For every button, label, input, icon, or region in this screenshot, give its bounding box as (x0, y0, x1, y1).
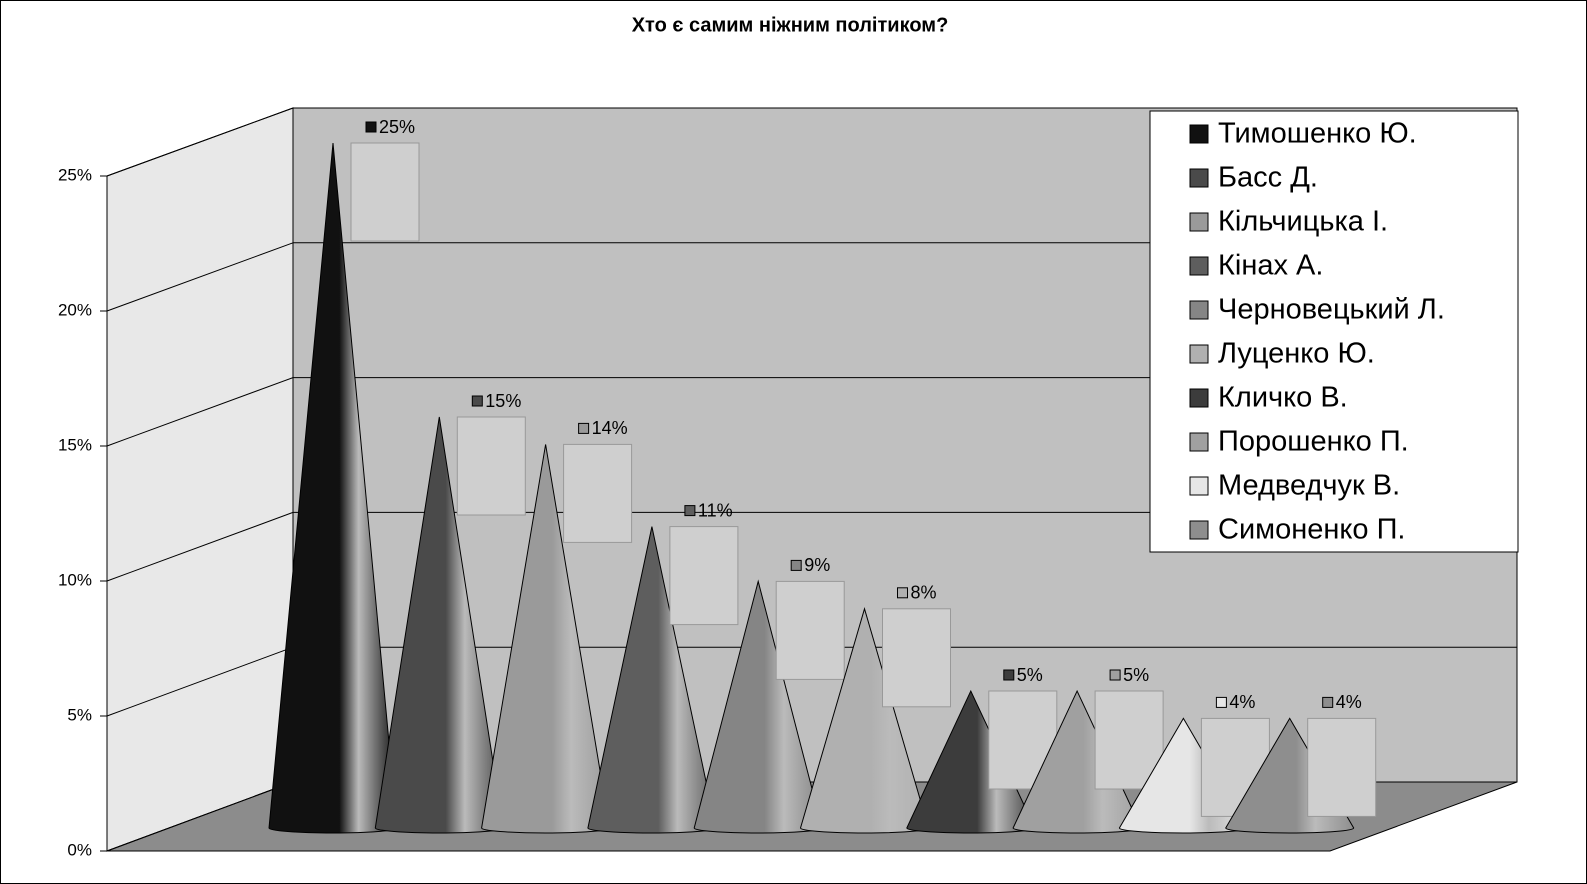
legend-key (1190, 433, 1208, 451)
photo (1308, 718, 1376, 816)
legend-key (1190, 345, 1208, 363)
photo (883, 609, 951, 707)
legend-label: Симоненко П. (1218, 514, 1405, 546)
data-label: 5% (1123, 665, 1149, 685)
legend-label: Тимошенко Ю. (1218, 118, 1417, 150)
label-key (1004, 670, 1014, 680)
data-label: 9% (804, 555, 830, 575)
chart-title: Хто є самим ніжним політиком? (632, 14, 949, 36)
legend-label: Луценко Ю. (1218, 338, 1375, 370)
side-wall (107, 108, 293, 851)
legend-key (1190, 477, 1208, 495)
y-tick-label: 0% (67, 840, 92, 859)
data-label: 5% (1017, 665, 1043, 685)
label-key (1110, 670, 1120, 680)
legend-label: Порошенко П. (1218, 426, 1409, 458)
legend-key (1190, 169, 1208, 187)
label-key (1216, 697, 1226, 707)
photo (776, 581, 844, 679)
data-label: 15% (485, 391, 521, 411)
y-tick-label: 5% (67, 705, 92, 724)
y-tick-label: 25% (58, 165, 92, 184)
y-tick-label: 20% (58, 300, 92, 319)
legend-label: Кільчицька І. (1218, 206, 1388, 238)
photo (564, 444, 632, 542)
data-label: 8% (911, 583, 937, 603)
y-tick-label: 10% (58, 570, 92, 589)
legend-key (1190, 125, 1208, 143)
legend-key (1190, 257, 1208, 275)
legend-label: Кінах А. (1218, 250, 1323, 282)
label-key (366, 122, 376, 132)
legend-key (1190, 301, 1208, 319)
photo (670, 527, 738, 625)
photo (351, 143, 419, 241)
label-key (791, 560, 801, 570)
legend-key (1190, 389, 1208, 407)
legend-label: Медведчук В. (1218, 470, 1400, 502)
chart: 0% 5% 10% 15% 20% 25% 25% 15% 14% 11% 9% 8% 5% 5% 4% 4… (0, 0, 1587, 884)
photo (457, 417, 525, 515)
legend-key (1190, 213, 1208, 231)
label-key (685, 506, 695, 516)
legend-label: Басс Д. (1218, 162, 1318, 194)
legend-key (1190, 521, 1208, 539)
data-label: 4% (1229, 692, 1255, 712)
legend-label: Черновецький Л. (1218, 294, 1445, 326)
data-label: 4% (1336, 692, 1362, 712)
data-label: 11% (698, 500, 733, 520)
data-label: 14% (592, 418, 628, 438)
label-key (898, 588, 908, 598)
y-tick-label: 15% (58, 435, 92, 454)
data-label: 25% (379, 117, 415, 137)
label-key (579, 423, 589, 433)
label-key (472, 396, 482, 406)
label-key (1323, 697, 1333, 707)
legend-label: Кличко В. (1218, 382, 1348, 414)
